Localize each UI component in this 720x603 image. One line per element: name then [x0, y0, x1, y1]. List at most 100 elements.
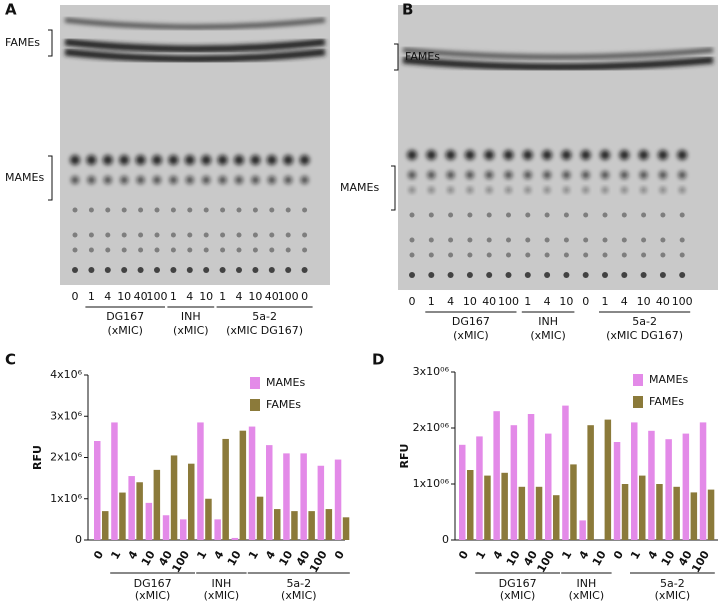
bar [308, 511, 315, 540]
tlc-spot [70, 155, 80, 165]
x-tick-label: 1 [473, 549, 488, 562]
bar [136, 482, 143, 540]
y-tick-label: 2x10⁰⁶ [413, 421, 450, 434]
lane-label: 10 [117, 290, 131, 303]
tlc-spot [600, 150, 610, 160]
x-tick-label: 4 [645, 548, 660, 561]
tlc-spot [448, 212, 454, 218]
tlc-spot [563, 272, 570, 278]
tlc-band [402, 47, 714, 60]
tlc-spot [619, 150, 630, 160]
y-tick-label: 3x10⁶ [50, 409, 83, 422]
x-tick-label: 4 [212, 548, 227, 561]
bracket [48, 29, 53, 57]
group-label: (xMIC DG167) [226, 324, 303, 337]
lane-label: 4 [104, 290, 111, 303]
bar [266, 445, 273, 540]
tlc-plate [398, 5, 718, 290]
tlc-spot [300, 176, 309, 184]
tlc-spot [87, 176, 96, 184]
tlc-spot [104, 267, 111, 273]
bar [682, 433, 690, 540]
group-label: 5a-2 [632, 315, 657, 328]
bar [665, 439, 672, 540]
bar [205, 498, 212, 540]
bar [518, 486, 526, 540]
tlc-spot [269, 232, 275, 238]
tlc-spot [426, 150, 437, 160]
x-tick-label: 100 [534, 548, 557, 575]
tlc-spot [544, 237, 550, 243]
tlc-spot [236, 232, 242, 238]
tlc-spot [486, 212, 492, 218]
group-label: 5a-2 [252, 310, 277, 323]
bar [170, 455, 178, 540]
tlc-spot [269, 247, 275, 253]
tlc-spot [219, 267, 226, 273]
tlc-band [64, 48, 326, 63]
tlc-spot [283, 155, 294, 165]
tlc-spot [445, 150, 456, 160]
band-label: FAMEs [5, 36, 40, 49]
group-label: INH [538, 315, 558, 328]
tlc-spot [583, 237, 589, 243]
bar [553, 495, 560, 540]
tlc-spot [524, 187, 531, 193]
y-axis-label: RFU [398, 444, 411, 469]
bar [256, 496, 264, 540]
tlc-band [64, 17, 326, 30]
lane-label: 10 [463, 295, 477, 308]
bar [631, 422, 638, 540]
tlc-spot [187, 232, 193, 238]
x-tick-label: 4 [126, 548, 141, 561]
tlc-spot [467, 237, 473, 243]
tlc-spot [203, 267, 210, 273]
bar [707, 489, 715, 540]
tlc-spot [407, 150, 417, 160]
lane-label: 4 [621, 295, 628, 308]
tlc-spot [120, 176, 129, 184]
band-label: MAMEs [5, 171, 44, 184]
tlc-spot [543, 171, 552, 179]
x-tick-label: 1 [246, 549, 261, 562]
lane-label: 10 [248, 290, 262, 303]
tlc-spot [464, 150, 475, 160]
tlc-spot [639, 171, 648, 179]
legend-swatch [633, 374, 643, 386]
bar [231, 537, 239, 540]
tlc-spot [486, 272, 493, 278]
tlc-spot [525, 212, 531, 218]
bar [111, 422, 118, 540]
tlc-spot [582, 187, 589, 193]
tlc-spot [563, 212, 569, 218]
y-tick-label: 3x10⁰⁶ [413, 365, 450, 378]
tlc-spot [170, 207, 176, 213]
bracket [391, 165, 396, 211]
bar [325, 509, 333, 540]
tlc-spot [302, 207, 308, 213]
bar [334, 459, 342, 540]
group-label: (xMIC) [204, 589, 240, 602]
tlc-spot [285, 267, 292, 273]
lane-label: 0 [409, 295, 416, 308]
tlc-spot [641, 252, 647, 258]
tlc-spot [601, 171, 609, 179]
tlc-spot [525, 237, 531, 243]
legend-label: FAMEs [266, 398, 301, 411]
x-tick-label: 10 [225, 548, 244, 568]
bar [222, 438, 229, 540]
lane-label: 40 [482, 295, 496, 308]
group-label: (xMIC) [173, 324, 209, 337]
tlc-spot [679, 212, 685, 218]
tlc-spot [203, 247, 209, 253]
lane-label: 0 [301, 290, 308, 303]
tlc-spot [467, 252, 473, 258]
lane-label: 40 [656, 295, 670, 308]
bar [119, 492, 126, 540]
tlc-spot [563, 252, 569, 258]
group-label: INH [212, 577, 232, 590]
tlc-spot [602, 272, 608, 278]
lane-label: 4 [236, 290, 243, 303]
tlc-spot [561, 150, 572, 160]
group-label: (xMIC) [530, 329, 566, 342]
